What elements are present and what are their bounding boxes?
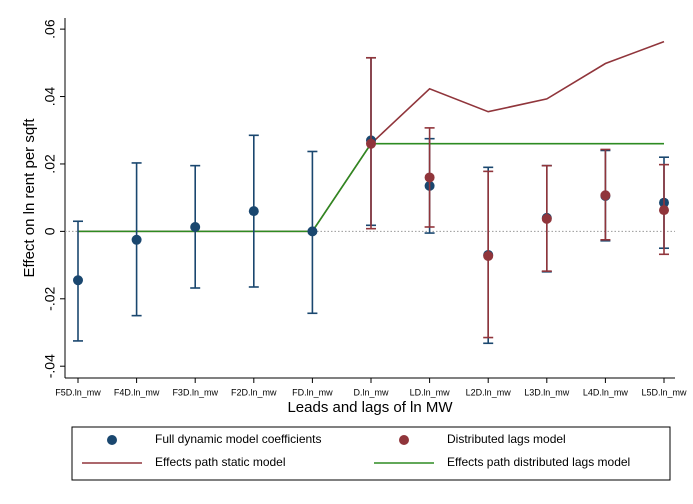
legend-label: Full dynamic model coefficients xyxy=(155,432,322,446)
point xyxy=(541,213,552,224)
x-tick-label: F5D.ln_mw xyxy=(55,387,101,397)
point xyxy=(600,190,611,201)
y-tick-label: .04 xyxy=(42,87,58,107)
legend-box xyxy=(71,426,671,481)
legend-label: Distributed lags model xyxy=(447,432,566,446)
x-tick-label: D.ln_mw xyxy=(353,387,389,397)
y-tick-label: -.02 xyxy=(42,287,58,311)
point xyxy=(131,234,142,245)
x-tick-label: F2D.ln_mw xyxy=(231,387,277,397)
legend-label: Effects path distributed lags model xyxy=(447,455,630,469)
y-tick-label: .02 xyxy=(42,154,58,174)
point xyxy=(366,138,376,149)
y-tick-label: .06 xyxy=(42,19,58,39)
x-axis-title: Leads and lags of ln MW xyxy=(287,399,453,416)
y-tick-label: 0 xyxy=(42,227,58,235)
point xyxy=(659,205,669,216)
x-tick-label: LD.ln_mw xyxy=(410,387,451,397)
x-tick-label: FD.ln_mw xyxy=(292,387,333,397)
point xyxy=(248,206,259,217)
legend-marker xyxy=(107,435,117,445)
legend-marker xyxy=(399,435,409,445)
x-tick-label: L2D.ln_mw xyxy=(466,387,512,397)
point xyxy=(73,275,83,286)
x-tick-label: L5D.ln_mw xyxy=(641,387,687,397)
x-tick-label: F3D.ln_mw xyxy=(172,387,218,397)
point xyxy=(190,221,201,232)
legend-label: Effects path static model xyxy=(155,455,286,469)
y-axis-title: Effect on ln rent per sqft xyxy=(21,118,38,278)
x-tick-label: L4D.ln_mw xyxy=(583,387,629,397)
y-tick-label: -.04 xyxy=(42,354,58,378)
x-tick-label: L3D.ln_mw xyxy=(524,387,570,397)
point xyxy=(483,250,494,261)
x-tick-label: F4D.ln_mw xyxy=(114,387,160,397)
point xyxy=(307,226,318,237)
point xyxy=(424,172,435,183)
